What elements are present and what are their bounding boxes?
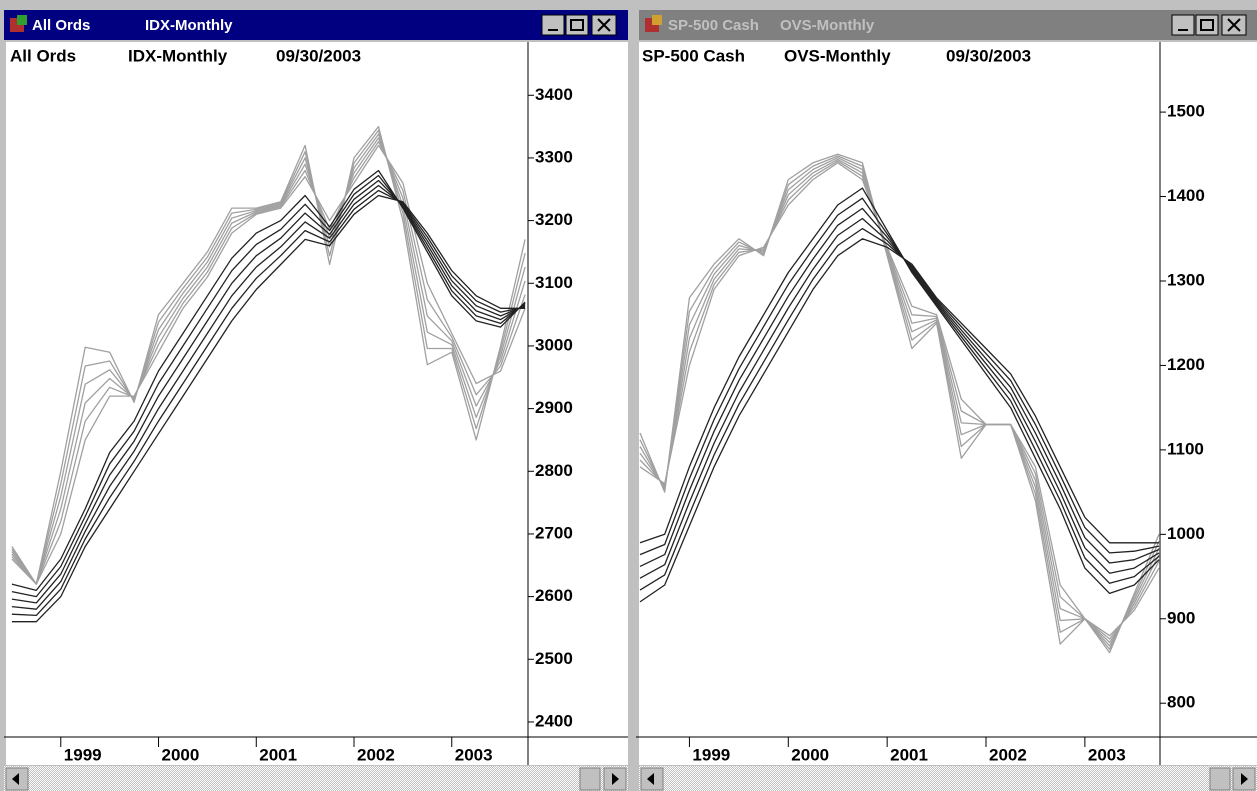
scrollbar[interactable] [639, 766, 1257, 791]
y-tick-label: 2400 [535, 711, 573, 730]
maximize-button[interactable] [1195, 14, 1219, 36]
ma-line [639, 155, 1160, 650]
ma-line [11, 125, 526, 585]
ma-line [11, 133, 526, 585]
x-tick-label: 2002 [357, 745, 395, 764]
ma-line [639, 238, 1159, 603]
x-tick-label: 2001 [890, 745, 928, 764]
y-tick-label: 3400 [535, 85, 573, 104]
ma-line [11, 129, 526, 585]
header-symbol: SP-500 Cash [642, 46, 745, 65]
chart-area [639, 42, 1257, 765]
ma-line [11, 174, 526, 598]
ma-line [11, 189, 526, 617]
y-tick-label: 3100 [535, 273, 573, 292]
x-tick-label: 2001 [259, 745, 297, 764]
button-glyphs [1178, 18, 1241, 32]
chart-area [6, 42, 628, 765]
title-bar[interactable] [639, 10, 1257, 40]
header-symbol: All Ords [10, 46, 76, 65]
x-tick-label: 2003 [1088, 745, 1126, 764]
scroll-thumb[interactable] [579, 767, 601, 791]
title-period: IDX-Monthly [145, 17, 233, 34]
ma-line [639, 153, 1160, 654]
app-icon-part [17, 15, 27, 25]
y-tick-label: 1000 [1167, 524, 1205, 543]
y-tick-label: 3300 [535, 147, 573, 166]
header-date: 09/30/2003 [276, 46, 361, 65]
x-tick-label: 2000 [791, 745, 829, 764]
maximize-button[interactable] [565, 14, 589, 36]
ma-line [639, 158, 1160, 644]
title-bar[interactable] [4, 10, 628, 40]
header-period: OVS-Monthly [784, 46, 891, 65]
y-tick-label: 900 [1167, 608, 1195, 627]
ma-line [11, 140, 526, 585]
y-tick-label: 800 [1167, 693, 1195, 712]
header-date: 09/30/2003 [946, 46, 1031, 65]
arrow [612, 773, 619, 785]
ma-line [11, 194, 526, 623]
x-tick-label: 1999 [692, 745, 730, 764]
x-tick-label: 2003 [455, 745, 493, 764]
scroll-thumb[interactable] [1209, 767, 1231, 791]
minimize-button[interactable] [1171, 14, 1195, 36]
minimize-button[interactable] [541, 14, 565, 36]
ma-line [11, 169, 526, 592]
y-tick-label: 1500 [1167, 102, 1205, 121]
y-tick-label: 1400 [1167, 186, 1205, 205]
y-tick-label: 2800 [535, 461, 573, 480]
title-symbol: All Ords [32, 17, 90, 34]
header-period: IDX-Monthly [128, 46, 228, 65]
x-tick-label: 2000 [162, 745, 200, 764]
ma-line [639, 162, 1160, 637]
y-tick-label: 3200 [535, 210, 573, 229]
y-tick-label: 3000 [535, 335, 573, 354]
arrow [12, 773, 19, 785]
y-tick-label: 2500 [535, 649, 573, 668]
y-tick-label: 1300 [1167, 270, 1205, 289]
arrow [647, 773, 654, 785]
button-glyphs [548, 18, 611, 32]
ma-line [639, 160, 1160, 640]
ma-line [11, 179, 526, 604]
ma-line [639, 157, 1160, 647]
y-tick-label: 1200 [1167, 355, 1205, 374]
ma-line [11, 137, 526, 585]
title-period: OVS-Monthly [780, 17, 875, 34]
arrow [1241, 773, 1248, 785]
y-tick-label: 2700 [535, 523, 573, 542]
x-tick-label: 1999 [64, 745, 102, 764]
scrollbar[interactable] [4, 766, 628, 791]
x-tick-label: 2002 [989, 745, 1027, 764]
ma-line [11, 184, 526, 610]
title-symbol: SP-500 Cash [668, 17, 759, 34]
window-left: All Ords IDX-Monthly All Ords IDX-Monthl… [4, 10, 628, 791]
ma-line [639, 227, 1160, 591]
y-tick-label: 2600 [535, 586, 573, 605]
app-icon-part [652, 15, 662, 25]
ma-line [11, 144, 526, 585]
y-tick-label: 2900 [535, 398, 573, 417]
window-right: SP-500 Cash OVS-Monthly SP-500 Cash OVS-… [635, 0, 1257, 791]
y-tick-label: 1100 [1167, 439, 1204, 458]
